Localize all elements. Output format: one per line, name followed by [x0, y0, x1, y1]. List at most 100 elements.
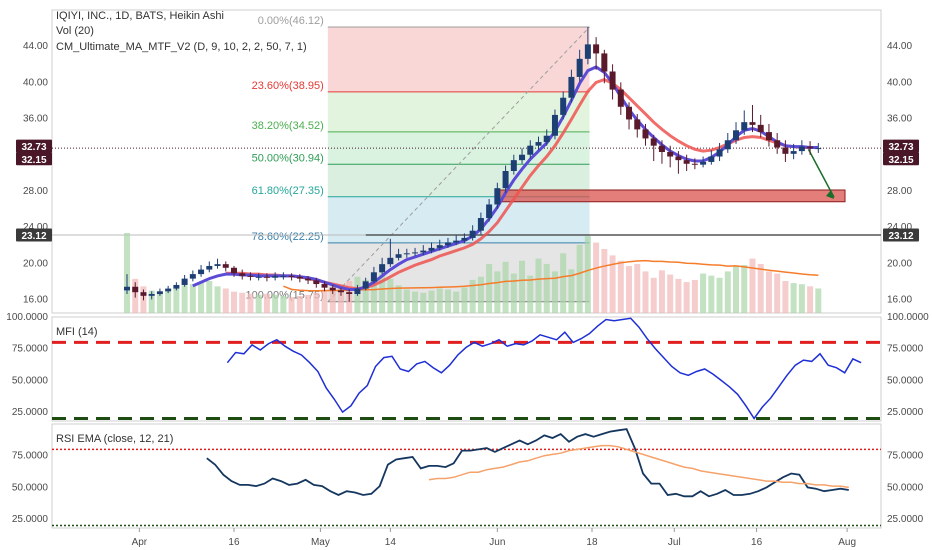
candle[interactable] — [272, 272, 279, 281]
candle[interactable] — [601, 49, 608, 84]
candle[interactable] — [584, 27, 591, 65]
ma-legend[interactable]: CM_Ultimate_MA_MTF_V2 (D, 9, 10, 2, 2, 5… — [56, 41, 307, 53]
candle-body — [510, 160, 517, 171]
candle[interactable] — [807, 141, 814, 155]
candle[interactable] — [469, 225, 476, 241]
candle[interactable] — [247, 272, 254, 281]
candle[interactable] — [165, 285, 172, 294]
candle[interactable] — [379, 257, 386, 275]
candle[interactable] — [362, 277, 369, 291]
candle[interactable] — [132, 282, 139, 298]
volume-bar — [453, 291, 460, 313]
candle[interactable] — [741, 110, 748, 135]
candle[interactable] — [124, 274, 130, 295]
candle[interactable] — [206, 261, 213, 273]
candle[interactable] — [436, 239, 443, 251]
candle[interactable] — [733, 122, 740, 144]
fib-label-2: 38.20%(34.52) — [252, 120, 324, 132]
candle[interactable] — [617, 82, 624, 115]
candle[interactable] — [189, 270, 196, 282]
candle[interactable] — [214, 258, 221, 269]
candle[interactable] — [305, 275, 312, 285]
candle[interactable] — [239, 269, 246, 280]
candle[interactable] — [477, 212, 484, 235]
candle[interactable] — [494, 182, 501, 209]
candle-body — [576, 58, 583, 77]
candle[interactable] — [650, 134, 657, 162]
mfi-legend[interactable]: MFI (14) — [56, 326, 98, 338]
candle[interactable] — [173, 282, 180, 291]
symbol-title[interactable]: IQIYI, INC., 1D, BATS, Heikin Ashi — [56, 10, 224, 22]
candle[interactable] — [453, 235, 460, 246]
candle[interactable] — [675, 151, 682, 174]
candle[interactable] — [691, 158, 698, 170]
candle[interactable] — [255, 273, 262, 281]
candle[interactable] — [576, 49, 583, 82]
candle[interactable] — [428, 242, 435, 254]
candle[interactable] — [700, 156, 707, 168]
candle[interactable] — [749, 104, 756, 133]
candle[interactable] — [140, 289, 147, 301]
candle[interactable] — [626, 102, 633, 130]
candle[interactable] — [502, 165, 509, 193]
candle[interactable] — [790, 143, 797, 160]
candle[interactable] — [527, 140, 534, 159]
candle[interactable] — [198, 265, 205, 277]
candle[interactable] — [354, 284, 361, 296]
candle[interactable] — [420, 245, 427, 256]
candle[interactable] — [757, 114, 764, 138]
candle[interactable] — [815, 142, 822, 153]
candle[interactable] — [280, 272, 287, 280]
candle[interactable] — [370, 266, 377, 284]
candle[interactable] — [782, 140, 789, 162]
candle[interactable] — [535, 136, 542, 151]
candle[interactable] — [222, 261, 229, 272]
candle[interactable] — [609, 64, 616, 100]
candle[interactable] — [387, 238, 394, 267]
candle[interactable] — [683, 154, 690, 171]
candle[interactable] — [395, 248, 402, 261]
candle[interactable] — [798, 140, 805, 155]
candle[interactable] — [486, 199, 493, 222]
candle[interactable] — [510, 154, 517, 175]
candle[interactable] — [667, 145, 674, 168]
candle[interactable] — [403, 248, 410, 258]
candle[interactable] — [230, 265, 237, 277]
candle[interactable] — [568, 69, 575, 103]
candle[interactable] — [642, 123, 649, 146]
price-tick-left: 20.00 — [23, 258, 48, 269]
candle[interactable] — [551, 109, 558, 140]
candle[interactable] — [560, 91, 567, 120]
candle[interactable] — [329, 284, 336, 295]
candle[interactable] — [148, 291, 155, 300]
volume-legend[interactable]: Vol (20) — [56, 25, 94, 37]
candle[interactable] — [543, 129, 550, 146]
candle[interactable] — [296, 274, 303, 283]
candle[interactable] — [658, 140, 665, 164]
candle[interactable] — [716, 142, 723, 162]
prev-price-tag-left-bg — [16, 152, 52, 166]
rsi-legend[interactable]: RSI EMA (close, 12, 21) — [56, 433, 174, 445]
volume-bar — [436, 288, 443, 313]
candle[interactable] — [313, 277, 320, 288]
candle[interactable] — [519, 148, 526, 164]
candle[interactable] — [181, 275, 188, 287]
candle[interactable] — [724, 133, 731, 153]
candle[interactable] — [444, 237, 451, 248]
candle[interactable] — [412, 247, 419, 257]
candle[interactable] — [593, 37, 600, 70]
candle[interactable] — [634, 114, 641, 138]
candle[interactable] — [774, 133, 781, 154]
candle[interactable] — [461, 233, 468, 244]
candle[interactable] — [337, 287, 344, 296]
candle[interactable] — [708, 150, 715, 165]
volume-bar — [494, 271, 501, 313]
candle[interactable] — [156, 288, 163, 296]
candle[interactable] — [263, 273, 270, 282]
candle[interactable] — [288, 273, 295, 281]
candle[interactable] — [765, 123, 772, 147]
candle[interactable] — [346, 289, 353, 302]
mfi-tick-left: 75.0000 — [12, 344, 49, 355]
candle[interactable] — [321, 281, 328, 292]
